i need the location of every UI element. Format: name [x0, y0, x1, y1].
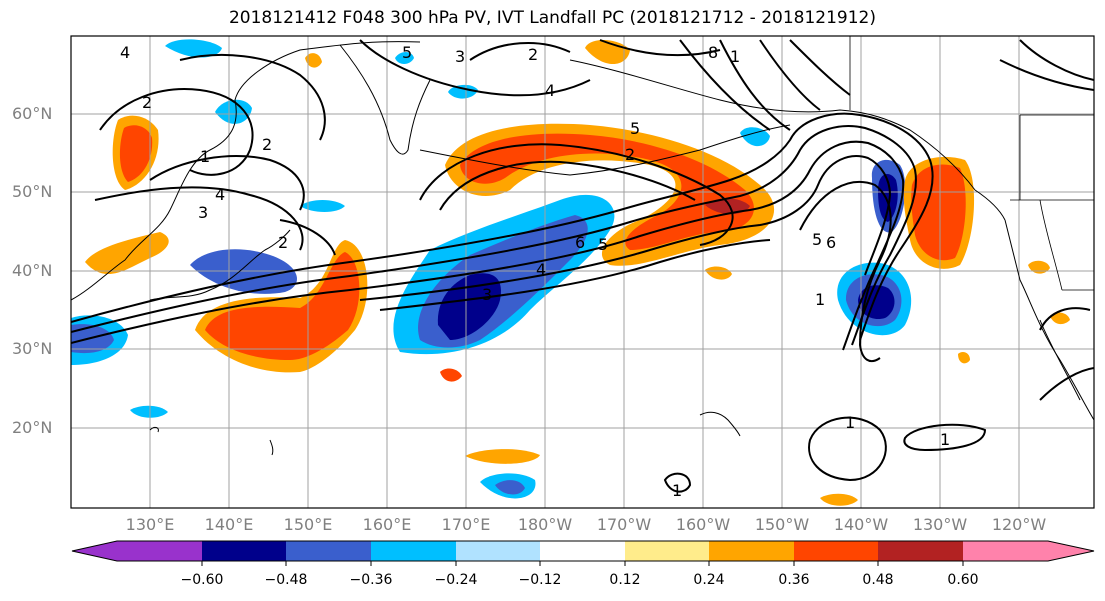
lon-label: 120°W	[991, 515, 1047, 534]
contour-label: 5	[402, 43, 412, 62]
coast-north-america	[1004, 219, 1094, 421]
contour-label: 8	[708, 43, 718, 62]
colorbar-tick: −0.60	[180, 572, 224, 588]
coast-japan	[149, 229, 291, 301]
lon-label: 180°W	[517, 515, 573, 534]
lon-label: 130°W	[912, 515, 968, 534]
contour-label: 1	[730, 47, 740, 66]
colorbar-tick: −0.12	[518, 572, 562, 588]
map-title: 2018121412 F048 300 hPa PV, IVT Landfall…	[228, 8, 876, 28]
colorbar-tick: 0.24	[693, 572, 725, 588]
contour-label: 3	[455, 47, 465, 66]
lat-label-30n: 30°N	[12, 339, 53, 358]
contour-label: 1	[672, 481, 682, 500]
colorbar-tick: 0.48	[862, 572, 894, 588]
colorbar-tick: 0.12	[609, 572, 641, 588]
contour-loop-sub-tropical	[808, 416, 887, 482]
contour-label: 1	[815, 290, 825, 309]
colorbar-tick: −0.24	[434, 572, 478, 588]
coast-baja	[1039, 319, 1081, 401]
colorbar-tick: −0.36	[349, 572, 393, 588]
coast-alaska	[569, 59, 1006, 221]
contour-label: 3	[482, 285, 492, 304]
lat-label-20n: 20°N	[12, 418, 53, 437]
contour-label: 2	[142, 93, 152, 112]
coast-aleutians	[419, 124, 791, 176]
contour-label: 4	[536, 260, 546, 279]
lon-label: 160°E	[362, 515, 412, 534]
lon-label: 170°W	[596, 515, 652, 534]
contour-label: 6	[575, 233, 585, 252]
lon-label: 160°W	[675, 515, 731, 534]
ivt-contours	[71, 39, 1094, 493]
contour-label: 6	[826, 233, 836, 252]
coast-kamchatka	[339, 44, 431, 155]
contour-label: 5	[630, 119, 640, 138]
contour-label: 3	[198, 203, 208, 222]
lon-label: 150°W	[754, 515, 810, 534]
contour-label: 1	[200, 147, 210, 166]
lat-label-50n: 50°N	[12, 182, 53, 201]
negative-pv-shading	[71, 39, 912, 499]
contour-label: 2	[278, 233, 288, 252]
lon-label: 140°E	[204, 515, 254, 534]
contour-label: 4	[215, 185, 225, 204]
lon-label: 140°W	[833, 515, 889, 534]
colorbar-tick: 0.60	[947, 572, 979, 588]
lat-label-60n: 60°N	[12, 104, 53, 123]
contour-label: 2	[262, 135, 272, 154]
lon-label: 130°E	[125, 515, 175, 534]
contour-label: 4	[120, 43, 130, 62]
coast-east-asia	[71, 41, 421, 301]
contour-label: 2	[625, 145, 635, 164]
map-frame	[70, 35, 1095, 509]
colorbar-tick: 0.36	[778, 572, 810, 588]
contour-label: 1	[845, 413, 855, 432]
contour-label: 2	[528, 45, 538, 64]
lon-label: 150°E	[283, 515, 333, 534]
contour-label: 4	[545, 81, 555, 100]
contour-label: 1	[940, 430, 950, 449]
lat-label-40n: 40°N	[12, 261, 53, 280]
colorbar-tick: −0.48	[264, 572, 308, 588]
contour-label: 5	[812, 230, 822, 249]
contour-labels: 4 5 3 2 4 8 1 5 2 2 1 4 3 2 6 5 4 3 2 5 …	[120, 43, 950, 500]
contour-label: 5	[598, 235, 608, 254]
political-borders	[849, 36, 1094, 291]
lon-label: 170°E	[441, 515, 491, 534]
coastlines	[71, 41, 1094, 456]
